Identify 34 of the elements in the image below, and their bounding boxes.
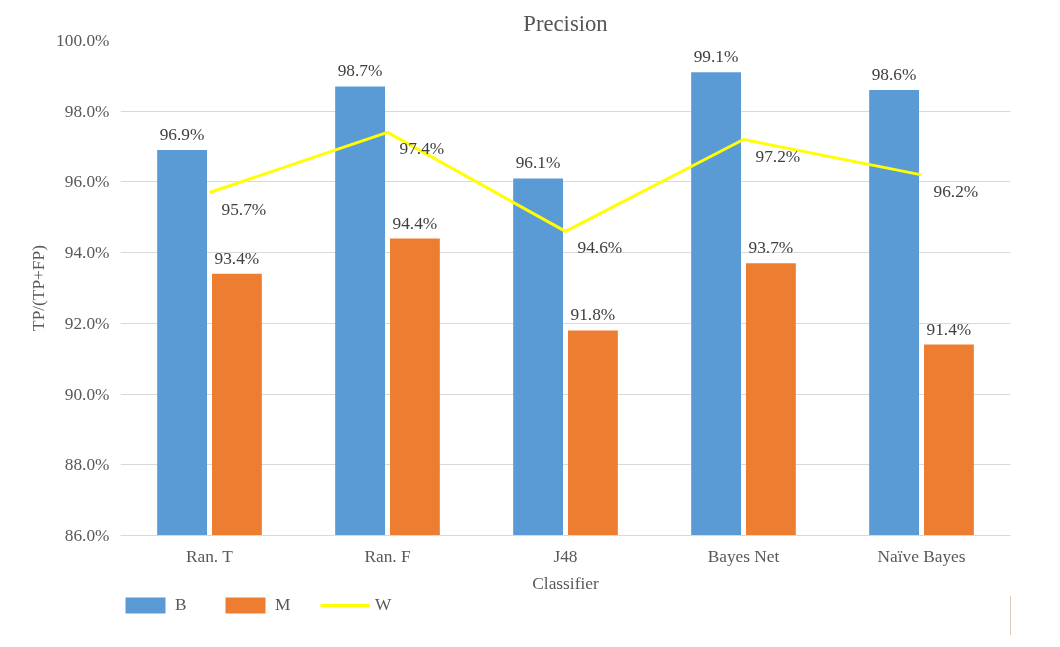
data-label: 96.2% (933, 181, 979, 201)
data-label: 97.2% (755, 146, 801, 166)
y-tick-label: 96.0% (64, 172, 110, 192)
y-axis-title: TP/(TP+FP) (29, 244, 49, 331)
data-label: 96.1% (515, 153, 561, 173)
data-label: 96.9% (159, 125, 205, 145)
legend-label: B (175, 595, 188, 615)
data-label: 94.4% (392, 213, 438, 233)
data-label: 93.7% (748, 238, 794, 258)
data-label: 98.7% (337, 61, 383, 81)
data-label: 95.7% (221, 199, 267, 219)
x-axis-title: Classifier (532, 573, 599, 593)
chart-title: Precision (523, 10, 608, 36)
y-tick-label: 98.0% (64, 101, 110, 121)
y-tick-label: 100.0% (56, 31, 110, 50)
data-label: 99.1% (693, 47, 739, 67)
y-tick-label: 86.0% (64, 526, 110, 545)
x-tick-label: Bayes Net (707, 546, 780, 566)
y-tick-label: 88.0% (64, 455, 110, 475)
data-label: 91.8% (570, 305, 616, 325)
data-label: 93.4% (214, 248, 260, 268)
y-tick-label: 94.0% (64, 243, 110, 263)
x-tick-label: Naïve Bayes (877, 546, 966, 566)
x-tick-label: Ran. T (185, 546, 234, 566)
y-tick-label: 92.0% (64, 313, 110, 333)
data-label: 91.4% (926, 319, 972, 339)
data-label: 98.6% (871, 65, 917, 84)
data-label: 94.6% (577, 238, 623, 258)
y-tick-label: 90.0% (64, 384, 110, 404)
x-tick-label: J48 (553, 546, 578, 566)
legend-label: W (375, 595, 393, 615)
x-tick-label: Ran. F (364, 546, 411, 566)
line-series (208, 130, 923, 233)
legend-label: M (275, 595, 292, 615)
